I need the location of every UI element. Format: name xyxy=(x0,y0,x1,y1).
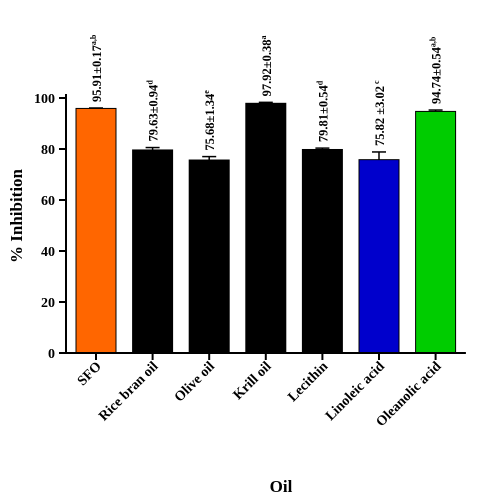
x-tick-label: SFO xyxy=(75,359,105,389)
bar xyxy=(188,159,230,354)
bar xyxy=(415,110,457,354)
data-label: 75.82 ±3.02 c xyxy=(372,80,387,146)
x-tick-label: Olive oil xyxy=(172,359,218,405)
x-tick-label: Krill oil xyxy=(231,359,275,403)
data-label: 94.74±0.54a,b xyxy=(429,36,444,104)
data-label: 79.81±0.54d xyxy=(315,80,330,142)
y-tick-label: 80 xyxy=(41,143,55,158)
y-tick-label: 60 xyxy=(41,194,55,209)
bar xyxy=(75,107,117,354)
x-tick-label: Rice bran oil xyxy=(96,359,161,424)
plot-area: 0 20 40 60 80 100 95.91±0.17a,b SFO 79.63±0.94d R… xyxy=(34,34,466,430)
bar xyxy=(301,148,343,354)
y-tick-label: 40 xyxy=(41,245,55,260)
x-tick-label: Lecithin xyxy=(285,359,331,405)
y-tick-label: 100 xyxy=(34,92,55,107)
y-axis-title: % Inhibition xyxy=(7,168,26,263)
bar xyxy=(358,159,400,354)
y-tick-label: 0 xyxy=(48,347,55,362)
data-label: 79.63±0.94d xyxy=(146,80,161,142)
bar xyxy=(245,102,287,354)
data-label: 75.68±1.34e xyxy=(202,90,217,151)
data-label: 95.91±0.17a,b xyxy=(89,34,104,102)
bar xyxy=(132,149,174,354)
y-tick-label: 20 xyxy=(41,296,55,311)
x-axis-title: Oil xyxy=(270,477,293,496)
data-label: 97.92±0.38a xyxy=(259,35,274,96)
